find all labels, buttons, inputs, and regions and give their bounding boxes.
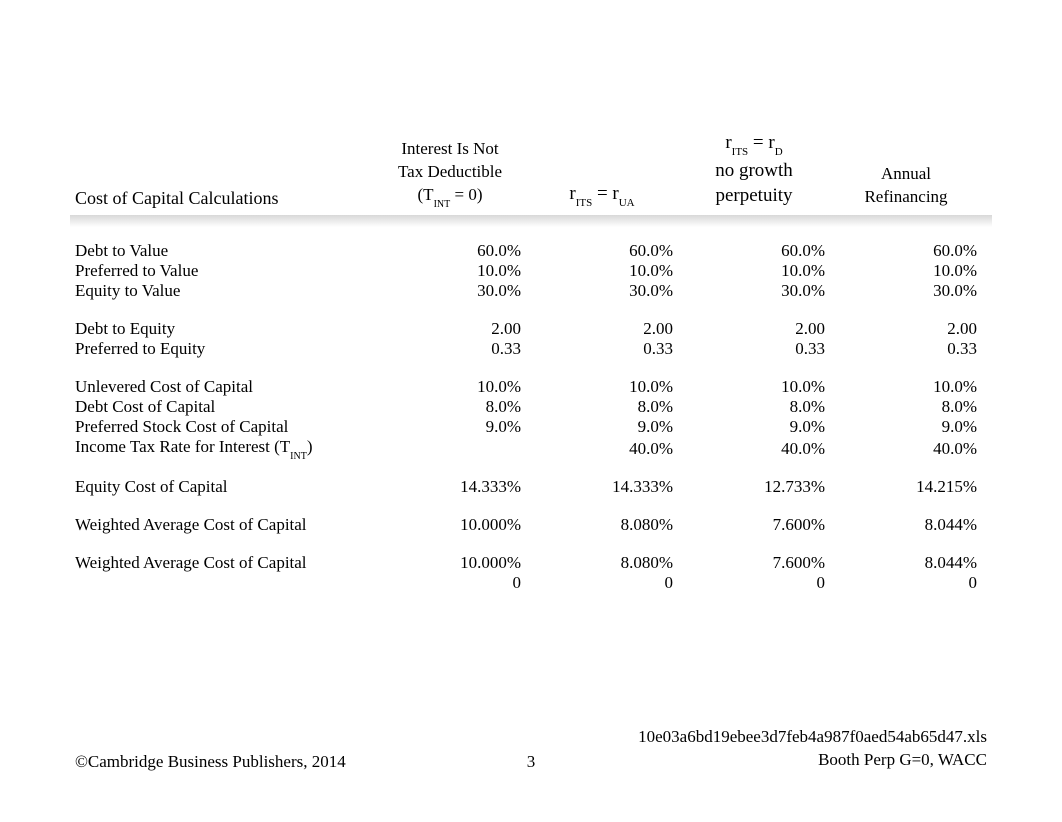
cell: 30.0%	[835, 281, 987, 301]
cell: 0.33	[683, 339, 835, 359]
table-row: Equity to Value 30.0% 30.0% 30.0% 30.0%	[75, 281, 987, 301]
cell: 2.00	[683, 319, 835, 339]
table-row: Debt Cost of Capital 8.0% 8.0% 8.0% 8.0%	[75, 397, 987, 417]
table-row: Weighted Average Cost of Capital 10.000%…	[75, 553, 987, 573]
cell: 8.0%	[683, 397, 835, 417]
cell: 14.333%	[531, 477, 683, 497]
cell: 10.0%	[379, 261, 531, 281]
cell	[379, 437, 531, 459]
table-title: Cost of Capital Calculations	[75, 188, 278, 208]
cell: 10.000%	[379, 553, 531, 573]
cell: 0.33	[835, 339, 987, 359]
cell: 0	[835, 573, 987, 593]
cell: 10.0%	[835, 377, 987, 397]
row-label: Equity Cost of Capital	[75, 477, 379, 497]
cell: 8.0%	[835, 397, 987, 417]
col-header-3: rITS = rD no growth perpetuity	[683, 130, 835, 215]
cell: 8.0%	[531, 397, 683, 417]
row-label: Debt Cost of Capital	[75, 397, 379, 417]
table-row: Debt to Value 60.0% 60.0% 60.0% 60.0%	[75, 241, 987, 261]
cell: 8.0%	[379, 397, 531, 417]
header-underline	[70, 215, 992, 227]
row-label: Preferred Stock Cost of Capital	[75, 417, 379, 437]
cell: 0.33	[531, 339, 683, 359]
cell: 14.215%	[835, 477, 987, 497]
col-header-4: Annual Refinancing	[835, 130, 987, 215]
cell: 10.0%	[379, 377, 531, 397]
cell: 9.0%	[683, 417, 835, 437]
cell: 60.0%	[531, 241, 683, 261]
row-label: Income Tax Rate for Interest (TINT)	[75, 437, 379, 459]
table-row: Weighted Average Cost of Capital 10.000%…	[75, 515, 987, 535]
cell: 10.0%	[683, 377, 835, 397]
cell: 8.044%	[835, 553, 987, 573]
cell: 40.0%	[683, 437, 835, 459]
cell: 2.00	[531, 319, 683, 339]
cell: 9.0%	[835, 417, 987, 437]
table-row: Preferred to Equity 0.33 0.33 0.33 0.33	[75, 339, 987, 359]
shade-row	[75, 215, 987, 227]
footer-right: 10e03a6bd19ebee3d7feb4a987f0aed54ab65d47…	[638, 726, 987, 772]
row-label: Equity to Value	[75, 281, 379, 301]
cell: 10.000%	[379, 515, 531, 535]
table-row: Preferred Stock Cost of Capital 9.0% 9.0…	[75, 417, 987, 437]
cell: 7.600%	[683, 553, 835, 573]
row-label	[75, 573, 379, 593]
cell: 8.044%	[835, 515, 987, 535]
row-label: Debt to Value	[75, 241, 379, 261]
cell: 14.333%	[379, 477, 531, 497]
table-row: Unlevered Cost of Capital 10.0% 10.0% 10…	[75, 377, 987, 397]
cell: 10.0%	[835, 261, 987, 281]
table-row: 0 0 0 0	[75, 573, 987, 593]
col-header-1: Interest Is Not Tax Deductible (TINT = 0…	[379, 130, 531, 215]
cell: 9.0%	[531, 417, 683, 437]
footer-copyright: ©Cambridge Business Publishers, 2014	[75, 752, 346, 772]
cell: 10.0%	[531, 377, 683, 397]
footer: ©Cambridge Business Publishers, 2014 3 1…	[75, 726, 987, 772]
footer-filename: 10e03a6bd19ebee3d7feb4a987f0aed54ab65d47…	[638, 726, 987, 749]
row-label: Debt to Equity	[75, 319, 379, 339]
cell: 0	[379, 573, 531, 593]
cell: 9.0%	[379, 417, 531, 437]
cell: 10.0%	[531, 261, 683, 281]
table-row: Preferred to Value 10.0% 10.0% 10.0% 10.…	[75, 261, 987, 281]
table-row: Income Tax Rate for Interest (TINT) 40.0…	[75, 437, 987, 459]
cell: 8.080%	[531, 553, 683, 573]
table-row: Debt to Equity 2.00 2.00 2.00 2.00	[75, 319, 987, 339]
cell: 40.0%	[531, 437, 683, 459]
cell: 2.00	[379, 319, 531, 339]
cell: 30.0%	[531, 281, 683, 301]
row-label: Preferred to Value	[75, 261, 379, 281]
table-title-cell: Cost of Capital Calculations	[75, 130, 379, 215]
row-label: Unlevered Cost of Capital	[75, 377, 379, 397]
cell: 40.0%	[835, 437, 987, 459]
cell: 30.0%	[683, 281, 835, 301]
cell: 30.0%	[379, 281, 531, 301]
row-label: Preferred to Equity	[75, 339, 379, 359]
main-content: Cost of Capital Calculations Interest Is…	[0, 0, 1062, 593]
cell: 60.0%	[379, 241, 531, 261]
cell: 7.600%	[683, 515, 835, 535]
row-label: Weighted Average Cost of Capital	[75, 553, 379, 573]
footer-page-number: 3	[527, 752, 536, 772]
cost-of-capital-table: Cost of Capital Calculations Interest Is…	[75, 130, 987, 593]
cell: 60.0%	[683, 241, 835, 261]
row-label: Weighted Average Cost of Capital	[75, 515, 379, 535]
cell: 0	[683, 573, 835, 593]
table-row: Equity Cost of Capital 14.333% 14.333% 1…	[75, 477, 987, 497]
cell: 0.33	[379, 339, 531, 359]
col-header-2: rITS = rUA	[531, 130, 683, 215]
cell: 12.733%	[683, 477, 835, 497]
cell: 60.0%	[835, 241, 987, 261]
cell: 8.080%	[531, 515, 683, 535]
cell: 10.0%	[683, 261, 835, 281]
cell: 2.00	[835, 319, 987, 339]
header-row: Cost of Capital Calculations Interest Is…	[75, 130, 987, 215]
footer-sheet: Booth Perp G=0, WACC	[638, 749, 987, 772]
cell: 0	[531, 573, 683, 593]
